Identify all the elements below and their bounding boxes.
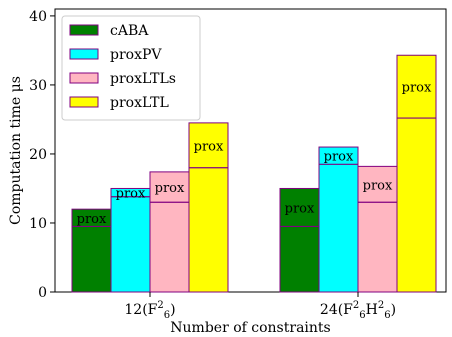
legend-box	[61, 15, 201, 121]
legend-label-cABA: cABA	[110, 23, 149, 39]
legend-label-proxPV: proxPV	[110, 47, 162, 63]
y-tick-label-20: 20	[29, 147, 47, 163]
prox-label-proxLTLs-1: prox	[363, 178, 393, 193]
bar-proxLTL-0	[188, 122, 229, 293]
x-axis-label: Number of constraints	[170, 320, 330, 336]
bars-group: prox prox prox prox prox prox prox prox	[71, 54, 437, 293]
bar-proxLTLs-1	[357, 165, 398, 293]
plot-frame	[54, 8, 447, 293]
prox-label-cABA-1: prox	[285, 201, 315, 216]
bar-proxPV-0	[110, 187, 151, 293]
bar-cABA-0	[71, 208, 112, 293]
prox-label-proxPV-0: prox	[116, 187, 146, 202]
bar-proxLTL-1	[396, 54, 437, 293]
legend-label-proxLTL: proxLTL	[110, 95, 169, 111]
plot-area	[54, 8, 447, 293]
prox-label-cABA-0: prox	[77, 212, 107, 227]
y-axis-label: Computation time μs	[8, 76, 24, 225]
prox-label-proxLTL-1: prox	[402, 81, 432, 96]
y-tick-label-40: 40	[29, 9, 47, 25]
prox-label-proxPV-1: prox	[324, 150, 354, 165]
legend-label-proxLTLs: proxLTLs	[110, 71, 176, 87]
legend: cABA proxPV proxLTLs proxLTL	[61, 15, 201, 121]
legend-swatch-proxLTLs	[69, 72, 99, 84]
x-tick-label-1: 24(F26H26)	[320, 300, 396, 321]
bar-cABA-1	[279, 187, 320, 293]
bar-proxPV-1	[318, 146, 359, 293]
y-axis: 0 10 20 30 40	[29, 9, 55, 301]
legend-swatch-proxLTL	[69, 96, 99, 108]
x-tick-label-0: 12(F26)	[124, 300, 175, 321]
y-tick-label-0: 0	[38, 285, 47, 301]
legend-swatch-proxPV	[69, 48, 99, 60]
x-axis: 12(F26) 24(F26H26)	[124, 292, 396, 321]
bar-proxLTLs-0	[149, 171, 190, 293]
legend-swatch-cABA	[69, 24, 99, 36]
y-tick-label-30: 30	[29, 78, 47, 94]
prox-label-proxLTLs-0: prox	[155, 181, 185, 196]
y-tick-label-10: 10	[29, 216, 47, 232]
prox-label-proxLTL-0: prox	[194, 139, 224, 154]
